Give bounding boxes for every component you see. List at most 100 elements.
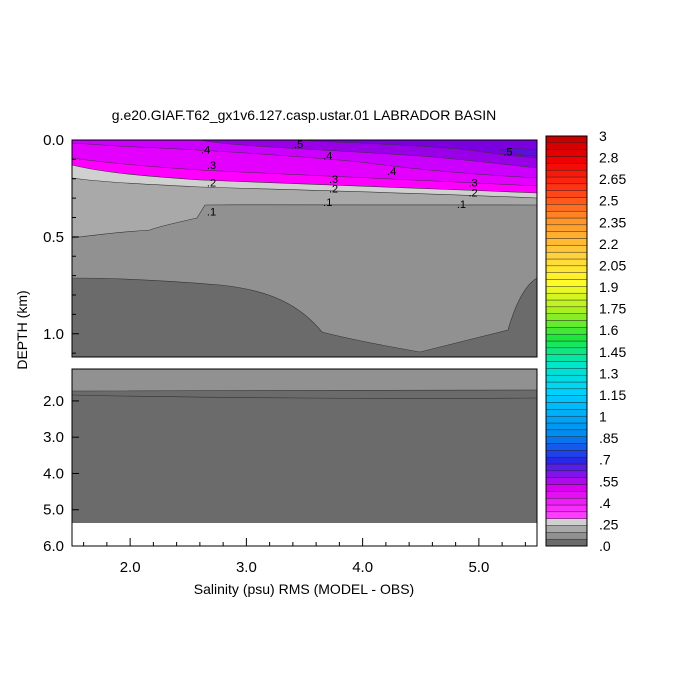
colorbar-segment <box>545 450 588 458</box>
colorbar-segment <box>545 210 588 219</box>
y-tick-label: 0.5 <box>43 229 64 246</box>
colorbar-label: 1.45 <box>599 344 626 360</box>
x-tick-label: 5.0 <box>468 559 489 576</box>
contour-label: .4 <box>201 145 210 157</box>
colorbar-segment <box>545 156 588 164</box>
colorbar-segment <box>545 149 588 157</box>
contour-band-0.50 <box>299 140 537 159</box>
colorbar: 3 2.8 2.65 2.5 2.35 2.2 2.05 1.9 1.75 1.6 1.45 1.3 1… <box>545 128 626 554</box>
x-tick-label: 3.0 <box>236 559 257 576</box>
colorbar-segment <box>545 327 588 335</box>
contour-label: .1 <box>323 197 332 209</box>
colorbar-segment <box>545 340 588 349</box>
y-tick-label: 0.0 <box>43 132 64 149</box>
colorbar-segment <box>545 313 588 321</box>
colorbar-label: 2.8 <box>599 150 619 166</box>
colorbar-label: 1.3 <box>599 365 619 381</box>
colorbar-segment <box>545 176 588 185</box>
colorbar-segment <box>545 415 588 424</box>
y-tick-label: 5.0 <box>43 502 64 519</box>
colorbar-segment <box>545 183 588 191</box>
colorbar-segment <box>545 538 588 547</box>
colorbar-segment <box>545 217 588 226</box>
colorbar-label: .85 <box>599 430 619 446</box>
colorbar-segment <box>545 204 588 212</box>
upper-panel: .5.5.4.4.4.3.3.3.2.2.2.1.1.1 <box>72 139 537 357</box>
y-tick-label: 6.0 <box>43 538 64 555</box>
colorbar-label: .4 <box>599 495 611 511</box>
contour-label: .4 <box>387 166 396 178</box>
colorbar-label: .7 <box>599 452 611 468</box>
colorbar-segment <box>545 238 588 246</box>
colorbar-label: .0 <box>599 538 611 554</box>
upper-panel-frame <box>71 139 538 358</box>
colorbar-segment <box>545 409 588 417</box>
colorbar-segment <box>545 272 588 280</box>
colorbar-segment <box>545 190 588 198</box>
colorbar-segment <box>545 258 588 267</box>
colorbar-label: 2.35 <box>599 214 626 230</box>
colorbar-segment <box>545 395 588 403</box>
colorbar-segment <box>545 388 588 396</box>
colorbar-segment <box>545 422 588 431</box>
colorbar-segment <box>545 135 588 144</box>
x-axis-ticks: 2.0 3.0 4.0 5.0 <box>83 538 526 576</box>
lower-panel-frame <box>71 368 538 547</box>
colorbar-segment <box>545 374 588 383</box>
contour-label: .2 <box>329 183 338 195</box>
lower-contour-line <box>72 394 537 399</box>
colorbar-segment <box>545 245 588 253</box>
x-tick-label: 2.0 <box>120 559 141 576</box>
colorbar-segment <box>545 224 588 232</box>
colorbar-segment <box>545 381 588 390</box>
colorbar-segment <box>545 354 588 362</box>
colorbar-segment <box>545 347 588 355</box>
colorbar-label: 2.2 <box>599 236 619 252</box>
y-axis-label: DEPTH (km) <box>14 290 30 369</box>
contour-label: .1 <box>207 207 216 219</box>
colorbar-segment <box>545 197 588 205</box>
contour-label: .2 <box>207 178 216 190</box>
colorbar-segment <box>545 279 588 287</box>
lower-panel <box>72 369 537 546</box>
lower-panel-fill-deep <box>72 369 537 523</box>
colorbar-segment <box>545 511 588 519</box>
colorbar-segment <box>545 142 588 150</box>
colorbar-label: .25 <box>599 516 619 532</box>
contour-label: .5 <box>294 139 303 151</box>
colorbar-segment <box>545 497 588 506</box>
colorbar-segment <box>545 251 588 260</box>
colorbar-segment <box>545 286 588 294</box>
y-tick-label: 4.0 <box>43 465 64 482</box>
colorbar-label: 3 <box>599 128 607 144</box>
colorbar-label: 2.5 <box>599 193 619 209</box>
colorbar-segment <box>545 265 588 273</box>
chart-title: g.e20.GIAF.T62_gx1v6.127.casp.ustar.01 L… <box>112 107 496 123</box>
colorbar-segment <box>545 292 588 301</box>
colorbar-segment <box>545 456 588 465</box>
contour-label: .3 <box>329 174 338 186</box>
contour-label: .3 <box>468 178 477 190</box>
colorbar-segment <box>545 368 588 376</box>
y-axis-ticks: 0.0 0.5 1.0 2.0 3.0 4.0 5.0 6.0 <box>43 132 79 555</box>
colorbar-segment <box>545 169 588 178</box>
colorbar-label: .55 <box>599 473 619 489</box>
colorbar-segment <box>545 491 588 499</box>
colorbar-segment <box>545 163 588 171</box>
colorbar-segment <box>545 504 588 513</box>
contour-band-0.55 <box>499 148 537 157</box>
y-tick-label: 1.0 <box>43 326 64 343</box>
contour-label: .3 <box>207 160 216 172</box>
colorbar-segment <box>545 477 588 485</box>
x-tick-label: 4.0 <box>352 559 373 576</box>
colorbar-segment <box>545 429 588 437</box>
colorbar-segment <box>545 231 588 239</box>
colorbar-label: 2.05 <box>599 257 626 273</box>
colorbar-label: 1.6 <box>599 322 619 338</box>
colorbar-frame <box>545 135 588 547</box>
colorbar-label: 1.9 <box>599 279 619 295</box>
colorbar-label: 1.75 <box>599 301 626 317</box>
contour-label: .4 <box>323 151 332 163</box>
y-tick-label: 2.0 <box>43 393 64 410</box>
colorbar-segment <box>545 470 588 478</box>
